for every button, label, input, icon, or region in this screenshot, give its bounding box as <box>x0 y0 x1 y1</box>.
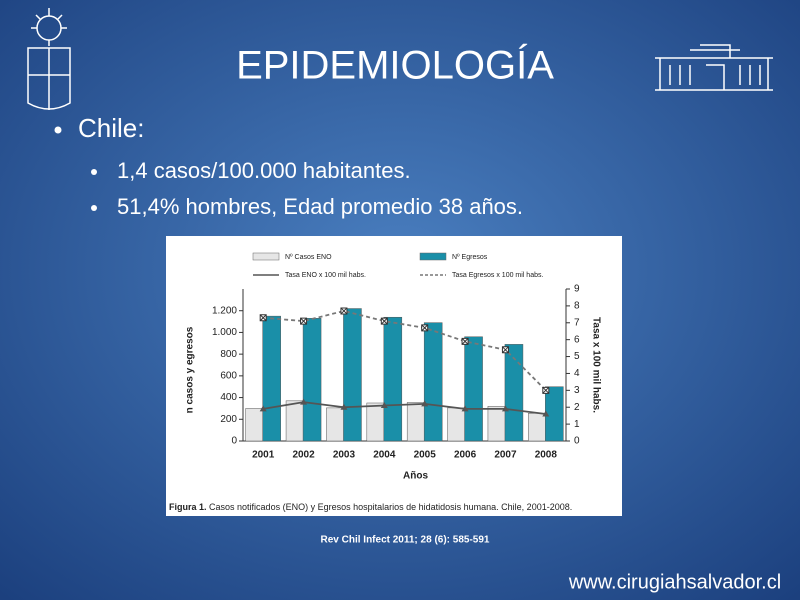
reference: Rev Chil Infect 2011; 28 (6): 585-591 <box>321 535 490 546</box>
slide-title: EPIDEMIOLOGÍA <box>236 43 554 88</box>
marker <box>501 405 509 412</box>
x-tick-label: 2001 <box>252 450 275 461</box>
bar <box>302 318 322 442</box>
marker <box>300 398 308 405</box>
y2-tick-label: 4 <box>574 368 580 379</box>
bar <box>464 336 483 442</box>
legend-label: Nº Egresos <box>452 254 488 261</box>
marker <box>421 400 429 407</box>
legend-label: Tasa ENO x 100 mil habs. <box>285 272 366 279</box>
bar <box>245 408 264 442</box>
bar <box>504 344 524 442</box>
bar <box>528 413 547 442</box>
bullet <box>91 169 97 175</box>
y2-tick-label: 3 <box>574 385 580 396</box>
university-logo <box>27 8 71 110</box>
y2-tick-label: 7 <box>574 317 580 328</box>
bullet <box>54 126 62 134</box>
marker <box>421 324 429 332</box>
x-tick-label: 2003 <box>333 450 356 461</box>
bar <box>447 407 466 442</box>
marker <box>259 405 267 412</box>
y2-tick-label: 0 <box>574 436 580 447</box>
y2-tick-label: 5 <box>574 351 580 362</box>
bar <box>423 322 443 442</box>
marker <box>501 346 509 354</box>
y2-tick-label: 9 <box>574 284 580 295</box>
y-tick-label: 200 <box>220 414 237 425</box>
chart-caption: Figura 1. Casos notificados (ENO) y Egre… <box>169 502 572 512</box>
legend-label: Tasa Egresos x 100 mil habs. <box>452 272 543 279</box>
y-tick-label: 400 <box>220 392 237 403</box>
x-tick-label: 2005 <box>414 450 437 461</box>
marker <box>300 317 308 325</box>
y2-tick-label: 2 <box>574 402 580 413</box>
y2-axis-label: Tasa x 100 mil habs. <box>590 317 601 413</box>
line <box>263 310 547 391</box>
x-axis-label: Años <box>403 471 428 482</box>
bar <box>366 402 386 442</box>
y-tick-label: 0 <box>231 436 237 447</box>
marker <box>380 402 388 409</box>
marker <box>380 317 388 325</box>
bar <box>285 400 305 442</box>
legend-label: Nº Casos ENO <box>285 254 332 261</box>
marker <box>542 386 550 394</box>
marker <box>542 410 550 417</box>
bar <box>343 308 362 442</box>
legend-swatch <box>419 252 447 261</box>
bar <box>262 315 281 442</box>
bullet-text: Chile: <box>78 113 144 143</box>
building-logo <box>655 44 773 91</box>
y-tick-label: 600 <box>220 370 237 381</box>
y-tick-label: 1.000 <box>212 327 237 338</box>
line <box>263 401 546 415</box>
y2-tick-label: 8 <box>574 301 580 312</box>
x-tick-label: 2008 <box>535 450 558 461</box>
caption-text: Casos notificados (ENO) y Egresos hospit… <box>209 502 572 512</box>
y-tick-label: 800 <box>220 349 237 360</box>
bar <box>383 316 403 442</box>
x-tick-label: 2002 <box>292 450 315 461</box>
bullet-text: 51,4% hombres, Edad promedio 38 años. <box>117 194 523 219</box>
y2-tick-label: 1 <box>574 419 580 430</box>
x-tick-label: 2007 <box>494 450 517 461</box>
bar <box>487 406 507 442</box>
bar <box>326 407 345 442</box>
marker <box>340 307 348 315</box>
bar <box>406 402 426 442</box>
x-tick-label: 2006 <box>454 450 477 461</box>
y2-tick-label: 6 <box>574 334 580 345</box>
y-axis-label: n casos y egresos <box>185 326 196 413</box>
caption-label: Figura 1. <box>169 502 207 512</box>
marker <box>461 405 469 412</box>
bar <box>545 386 564 442</box>
legend-swatch <box>252 252 280 261</box>
website: www.cirugiahsalvador.cl <box>568 571 781 593</box>
marker <box>461 337 469 345</box>
x-tick-label: 2004 <box>373 450 396 461</box>
marker <box>340 403 348 410</box>
bullet <box>91 205 97 211</box>
y-tick-label: 1.200 <box>212 305 237 316</box>
marker <box>259 314 267 322</box>
bullet-text: 1,4 casos/100.000 habitantes. <box>117 158 411 183</box>
